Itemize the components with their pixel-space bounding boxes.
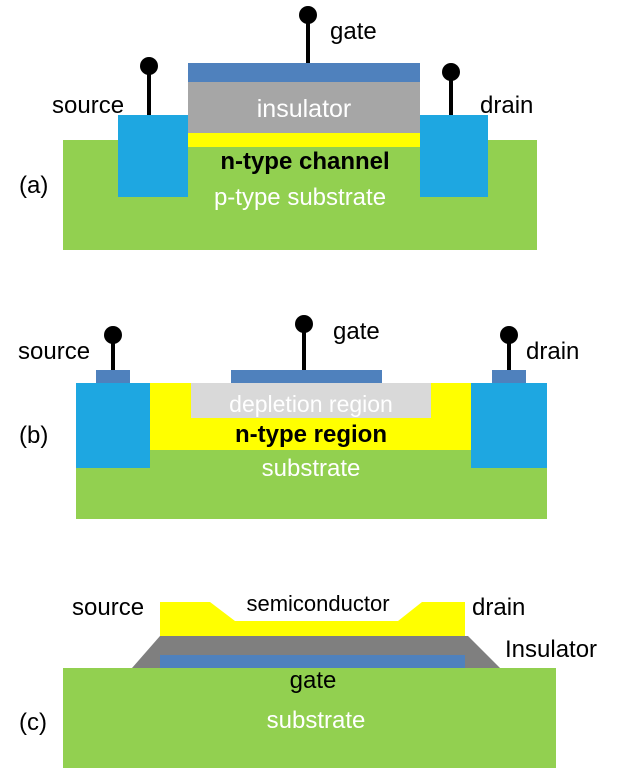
a-source-contact (118, 115, 188, 197)
c-drain-label: drain (472, 594, 525, 621)
a-channel-label: n-type channel (220, 148, 389, 175)
b-panel-tag: (b) (19, 422, 48, 449)
a-gate-metal (188, 63, 420, 82)
panel-b: gate source drain depletion region n-typ… (18, 315, 579, 519)
panel-a: gate source drain insulator n-type chann… (19, 6, 537, 250)
a-drain-label: drain (480, 92, 533, 119)
a-source-label: source (52, 92, 124, 119)
a-substrate-label: p-type substrate (214, 184, 386, 211)
b-drain-terminal-icon (500, 326, 518, 370)
a-panel-tag: (a) (19, 172, 48, 199)
b-drain-label: drain (526, 338, 579, 365)
panel-c: source drain semiconductor Insulator gat… (19, 591, 597, 768)
a-drain-contact (420, 115, 488, 197)
b-source-terminal-icon (104, 326, 122, 370)
b-region-label: n-type region (235, 421, 387, 448)
b-gate-terminal-icon (295, 315, 313, 370)
b-drain-pad (492, 370, 526, 383)
a-insulator-layer (188, 82, 420, 133)
b-depletion-region (191, 383, 431, 418)
c-semiconductor-layer (160, 602, 465, 636)
c-semiconductor-label: semiconductor (246, 591, 389, 616)
c-gate-label: gate (290, 667, 337, 694)
a-drain-terminal-icon (442, 63, 460, 115)
c-panel-tag: (c) (19, 709, 47, 736)
c-insulator-label: Insulator (505, 636, 597, 663)
a-insulator-label: insulator (257, 95, 352, 123)
b-drain-contact (471, 383, 547, 468)
a-gate-label: gate (330, 18, 377, 45)
b-source-pad (96, 370, 130, 383)
b-depletion-label: depletion region (229, 391, 393, 417)
b-substrate-label: substrate (262, 455, 361, 482)
c-substrate-label: substrate (267, 707, 366, 734)
c-gate-metal (160, 655, 465, 668)
a-channel-layer (188, 133, 420, 147)
a-gate-terminal-icon (299, 6, 317, 63)
b-gate-metal (231, 370, 382, 383)
b-gate-label: gate (333, 318, 380, 345)
a-source-terminal-icon (140, 57, 158, 115)
b-source-label: source (18, 338, 90, 365)
b-source-contact (76, 383, 150, 468)
c-source-label: source (72, 594, 144, 621)
c-substrate-block (63, 668, 556, 768)
